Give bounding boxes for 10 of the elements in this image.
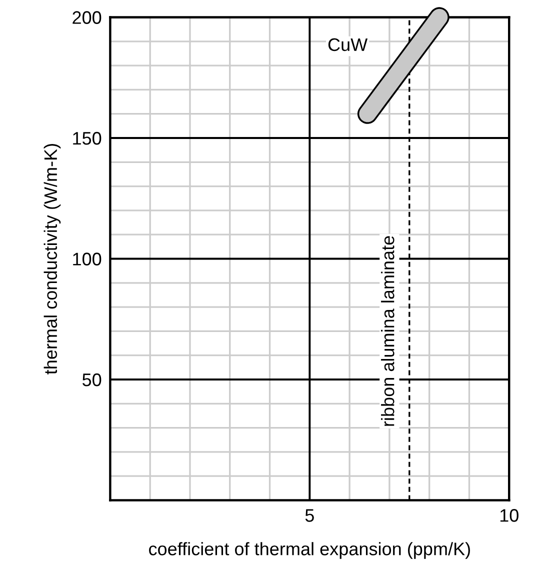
y-axis-title: thermal conductivity (W/m-K): [44, 144, 61, 374]
x-tick-label: 5: [305, 509, 314, 522]
annotation: CuW: [328, 38, 368, 52]
y-tick-label: 50: [82, 373, 102, 386]
x-axis-title: coefficient of thermal expansion (ppm/K): [149, 542, 470, 559]
y-tick-label: 150: [73, 132, 102, 145]
x-tick-label: 10: [500, 509, 518, 522]
y-tick-label: 100: [73, 252, 102, 266]
ref-line-label: ribbon alumina laminate: [381, 236, 394, 426]
y-tick-label: 200: [72, 11, 102, 24]
